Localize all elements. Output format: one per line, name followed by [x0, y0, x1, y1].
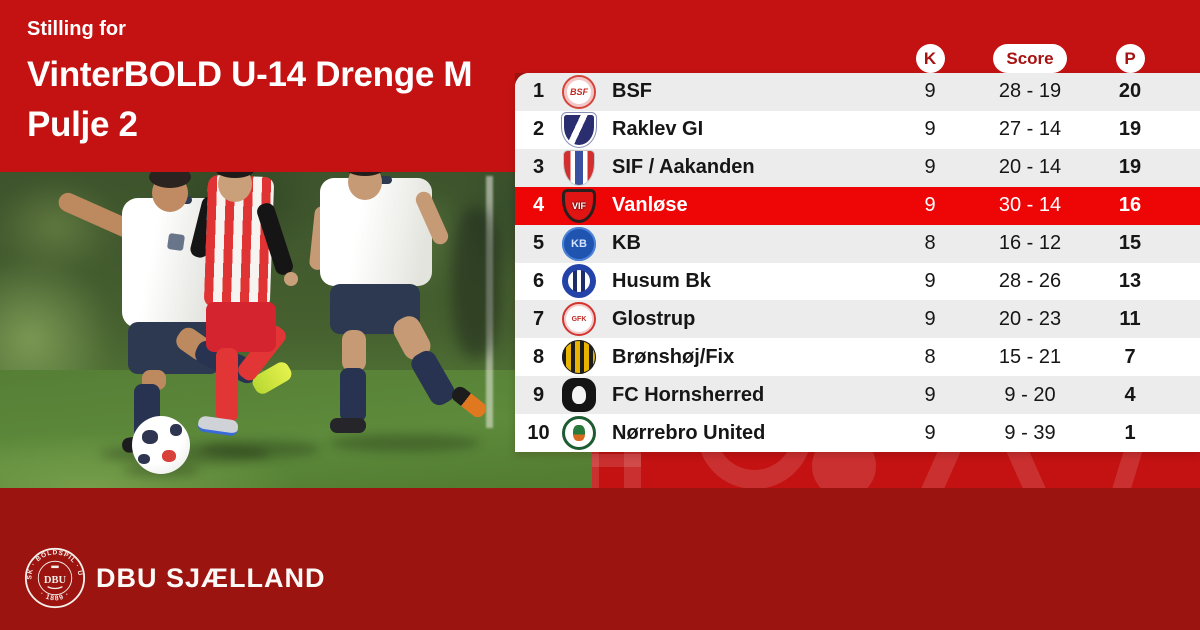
- team-logo-husum-bk: [562, 264, 596, 299]
- goal-score: 9 - 39: [1004, 421, 1056, 444]
- goal-score: 16 - 12: [998, 232, 1062, 255]
- team-logo-bsf: BSF: [562, 74, 596, 109]
- goal-post: [486, 176, 493, 428]
- points: 20: [1118, 80, 1142, 103]
- team-name: Raklev GI: [612, 118, 704, 141]
- watermark-shape: [812, 452, 876, 488]
- table-row-highlighted: 4 VIF Vanløse 9 30 - 14 16: [515, 186, 1200, 225]
- points: 13: [1118, 269, 1142, 292]
- team-logo-glostrup: GFK: [562, 302, 596, 337]
- matches-played: 8: [924, 232, 936, 255]
- goal-score: 20 - 14: [998, 156, 1062, 179]
- watermark-band: [512, 452, 1200, 488]
- matches-played: 8: [924, 345, 936, 368]
- column-badge-k: K: [915, 44, 945, 73]
- match-photo: [0, 172, 592, 488]
- football: [132, 416, 190, 474]
- team-name: KB: [612, 232, 641, 255]
- seal-year-text: · 1889 ·: [39, 590, 71, 602]
- team-logo-raklev-gi: [562, 112, 596, 147]
- svg-text:· 1889 ·: · 1889 ·: [39, 590, 72, 602]
- points: 1: [1124, 421, 1136, 444]
- goal-score: 30 - 14: [998, 194, 1062, 217]
- matches-played: 9: [924, 156, 936, 179]
- table-row: 9 FC Hornsherred 9 9 - 20 4: [515, 376, 1200, 415]
- watermark-shape: [697, 452, 812, 488]
- team-logo-kb: KB: [562, 226, 596, 261]
- watermark-shape: [915, 452, 990, 488]
- seal-center-text: DBU: [44, 575, 67, 586]
- points: 4: [1124, 383, 1136, 406]
- goal-score: 20 - 23: [998, 307, 1062, 330]
- matches-played: 9: [924, 421, 936, 444]
- pool-name: Pulje 2: [27, 105, 138, 144]
- goal-score: 28 - 26: [998, 269, 1062, 292]
- matches-played: 9: [924, 383, 936, 406]
- team-name: FC Hornsherred: [612, 383, 765, 406]
- rank: 7: [532, 307, 545, 330]
- rank: 4: [532, 194, 545, 217]
- goal-score: 27 - 14: [998, 118, 1062, 141]
- points: 7: [1124, 345, 1136, 368]
- rank: 3: [532, 156, 545, 179]
- watermark-shape: [624, 452, 641, 488]
- column-badge-p: P: [1115, 44, 1145, 73]
- table-row: 2 Raklev GI 9 27 - 14 19: [515, 110, 1200, 149]
- goal-score: 28 - 19: [998, 80, 1062, 103]
- eyebrow-text: Stilling for: [27, 18, 126, 40]
- table-row: 6 Husum Bk 9 28 - 26 13: [515, 262, 1200, 301]
- title-block: Stilling for VinterBOLD U-14 Drenge M Pu…: [0, 0, 515, 172]
- team-logo-vanloese-vif: VIF: [562, 188, 596, 223]
- rank: 1: [532, 80, 545, 103]
- table-row: 1 BSF BSF 9 28 - 19 20: [515, 73, 1200, 111]
- rank: 5: [532, 232, 545, 255]
- table-row: 10 Nørrebro United 9 9 - 39 1: [515, 414, 1200, 452]
- team-name: Brønshøj/Fix: [612, 345, 735, 368]
- watermark-shape: [582, 454, 641, 467]
- matches-played: 9: [924, 307, 936, 330]
- rank: 10: [527, 421, 550, 444]
- standings-table: 1 BSF BSF 9 28 - 19 20 2 Raklev GI 9 27 …: [515, 73, 1200, 452]
- team-name: Nørrebro United: [612, 421, 766, 444]
- matches-played: 9: [924, 80, 936, 103]
- column-badges: K Score P: [515, 44, 1200, 73]
- points: 19: [1118, 156, 1142, 179]
- team-logo-sif-aakanden: [564, 150, 594, 185]
- team-logo-fc-hornsherred: [562, 378, 596, 413]
- matches-played: 9: [924, 269, 936, 292]
- table-row: 3 SIF / Aakanden 9 20 - 14 19: [515, 148, 1200, 187]
- team-name: Husum Bk: [612, 269, 711, 292]
- points: 19: [1118, 118, 1142, 141]
- dbu-seal-logo: DANSK · BOLDSPIL · UNION · 1889 · DBU: [24, 547, 86, 609]
- watermark-shape: [977, 452, 1052, 488]
- rank: 8: [532, 345, 545, 368]
- team-name: SIF / Aakanden: [612, 156, 755, 179]
- goal-score: 15 - 21: [998, 345, 1062, 368]
- dbu-sjaelland-wordmark: DBU SJÆLLAND: [96, 562, 326, 593]
- rank: 9: [532, 383, 545, 406]
- grass-pitch: [0, 370, 592, 488]
- watermark-shape: [1101, 452, 1161, 488]
- team-name: Vanløse: [612, 194, 688, 217]
- team-name: Glostrup: [612, 307, 696, 330]
- distant-figure: [452, 208, 500, 358]
- page-title: VinterBOLD U-14 Drenge M Pulje 2: [27, 50, 515, 150]
- table-row: 5 KB KB 8 16 - 12 15: [515, 224, 1200, 263]
- goal-score: 9 - 20: [1004, 383, 1056, 406]
- competition-name: VinterBOLD U-14 Drenge M: [27, 55, 473, 94]
- points: 11: [1119, 307, 1141, 330]
- points: 15: [1118, 232, 1142, 255]
- column-badge-score: Score: [993, 44, 1067, 73]
- points: 16: [1118, 194, 1142, 217]
- matches-played: 9: [924, 118, 936, 141]
- team-logo-noerrebro-united: [562, 416, 596, 451]
- table-row: 7 GFK Glostrup 9 20 - 23 11: [515, 300, 1200, 339]
- matches-played: 9: [924, 194, 936, 217]
- rank: 2: [532, 118, 545, 141]
- table-row: 8 Brønshøj/Fix 8 15 - 21 7: [515, 338, 1200, 377]
- team-name: BSF: [612, 80, 652, 103]
- rank: 6: [532, 269, 545, 292]
- team-logo-broenshoej-fix: [562, 340, 596, 375]
